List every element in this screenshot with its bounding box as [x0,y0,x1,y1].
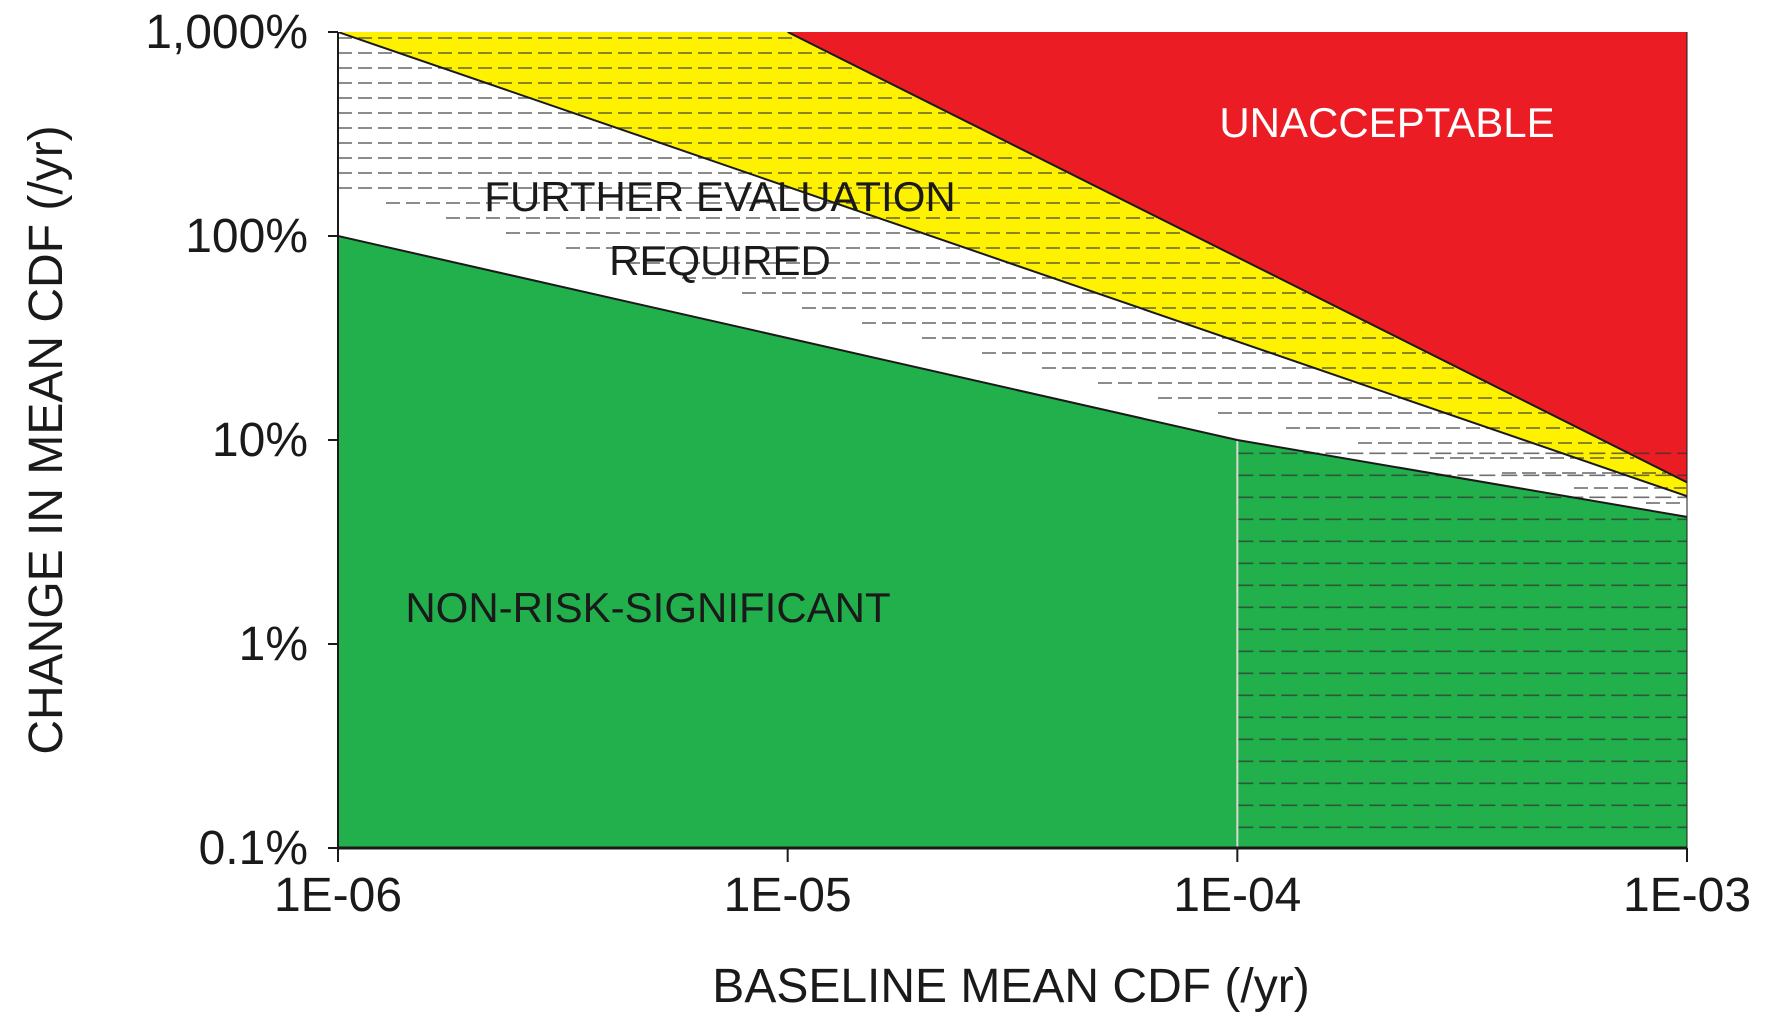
further-evaluation-label: FURTHER EVALUATION [484,173,955,220]
y-tick-label: 0.1% [199,822,308,875]
y-tick-label: 100% [185,210,308,263]
non-risk-significant-label: NON-RISK-SIGNIFICANT [405,584,890,631]
y-axis-title: CHANGE IN MEAN CDF (/yr) [20,125,73,754]
risk-regions [338,32,1687,848]
x-axis-title: BASELINE MEAN CDF (/yr) [712,960,1309,1013]
y-axis-ticks: 0.1% 1% 10% 100% 1,000% [145,6,338,875]
region-labels: NON-RISK-SIGNIFICANT FURTHER EVALUATION RE… [405,99,1554,631]
x-tick-label: 1E-04 [1173,869,1301,922]
y-tick-label: 1,000% [145,6,308,59]
unacceptable-label: UNACCEPTABLE [1219,99,1554,146]
x-axis-ticks: 1E-06 1E-05 1E-04 1E-03 [274,848,1751,922]
yellow-boundary-line [338,32,1687,498]
green-boundary-line [338,235,1687,518]
y-tick-label: 10% [212,414,308,467]
x-tick-label: 1E-05 [724,869,852,922]
x-tick-label: 1E-03 [1623,869,1751,922]
hatching [338,37,1687,848]
red-boundary-line [787,32,1687,484]
y-tick-label: 1% [239,618,308,671]
boundary-lines [338,32,1687,518]
x-tick-label: 1E-06 [274,869,402,922]
required-label: REQUIRED [609,237,831,284]
